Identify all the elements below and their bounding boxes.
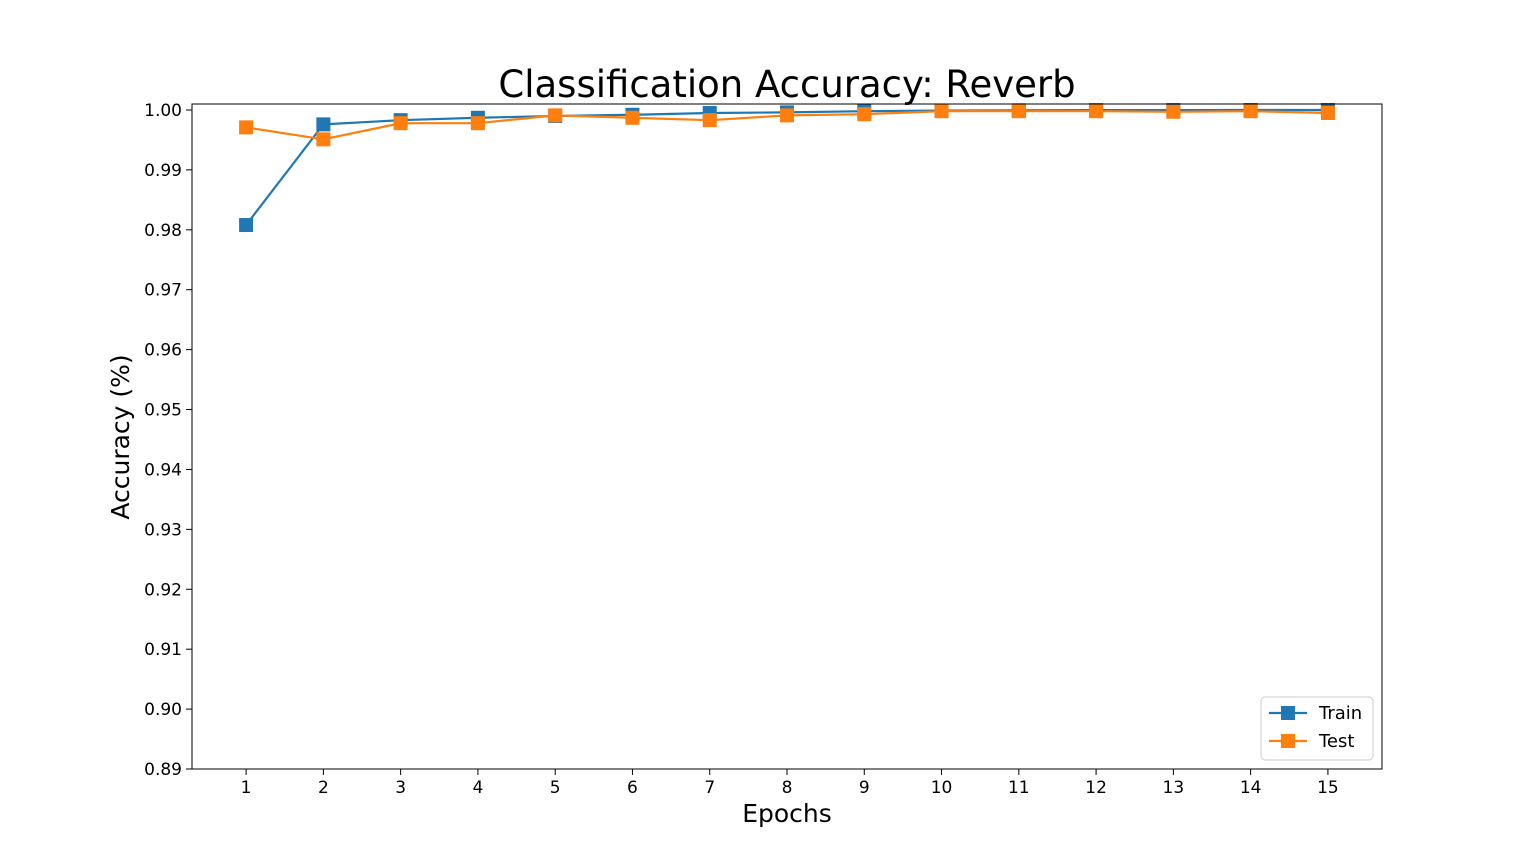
y-tick-label: 0.89 xyxy=(144,760,182,780)
legend: Train Test xyxy=(1260,696,1374,761)
x-axis: 1 2 3 4 5 6 7 8 9 10 11 12 13 14 15 xyxy=(241,769,1339,798)
x-tick-label: 12 xyxy=(1085,778,1107,798)
test-data-point xyxy=(934,104,949,119)
y-tick-label: 1.00 xyxy=(144,101,182,121)
test-legend-label: Test xyxy=(1318,731,1354,752)
x-tick-label: 2 xyxy=(318,778,329,798)
y-tick-label: 0.91 xyxy=(144,640,182,660)
x-tick-label: 3 xyxy=(395,778,406,798)
train-legend-marker xyxy=(1281,706,1295,720)
x-tick-label: 7 xyxy=(704,778,715,798)
test-data-point xyxy=(1011,104,1026,119)
x-tick-label: 10 xyxy=(931,778,953,798)
plot-area xyxy=(239,102,1335,233)
x-tick-label: 1 xyxy=(241,778,252,798)
x-tick-label: 9 xyxy=(859,778,870,798)
test-data-point xyxy=(470,116,485,131)
test-data-point xyxy=(702,113,717,128)
train-data-point xyxy=(316,117,331,132)
train-legend-label: Train xyxy=(1318,703,1362,724)
x-tick-label: 14 xyxy=(1240,778,1262,798)
y-tick-label: 0.93 xyxy=(144,520,182,540)
y-tick-label: 0.94 xyxy=(144,460,182,480)
test-data-point xyxy=(393,116,408,131)
y-tick-label: 0.92 xyxy=(144,580,182,600)
y-axis: 0.89 0.90 0.91 0.92 0.93 0.94 0.95 0.96 0.97 0.98… xyxy=(144,101,192,780)
test-data-point xyxy=(1166,104,1181,119)
test-data-point xyxy=(316,132,331,147)
y-tick-label: 0.95 xyxy=(144,401,182,421)
y-tick-label: 0.96 xyxy=(144,341,182,361)
x-axis-label: Epochs xyxy=(742,799,832,828)
test-data-point xyxy=(1320,105,1335,120)
test-data-point xyxy=(625,110,640,125)
y-axis-label: Accuracy (%) xyxy=(106,354,135,519)
test-data-point xyxy=(239,120,254,135)
x-tick-label: 6 xyxy=(627,778,638,798)
test-legend-marker xyxy=(1281,734,1295,748)
x-tick-label: 11 xyxy=(1008,778,1030,798)
y-tick-label: 0.90 xyxy=(144,700,182,720)
test-data-point xyxy=(1243,104,1258,119)
x-tick-label: 8 xyxy=(782,778,793,798)
x-tick-label: 15 xyxy=(1317,778,1339,798)
train-data-point xyxy=(239,218,254,233)
test-data-point xyxy=(780,108,794,123)
y-tick-label: 0.99 xyxy=(144,161,182,181)
x-tick-label: 4 xyxy=(472,778,483,798)
test-data-point xyxy=(857,107,872,122)
y-tick-label: 0.97 xyxy=(144,281,182,301)
y-tick-label: 0.98 xyxy=(144,221,182,241)
test-data-point xyxy=(548,108,563,123)
x-tick-label: 13 xyxy=(1163,778,1185,798)
test-data-point xyxy=(1089,104,1104,119)
x-tick-label: 5 xyxy=(550,778,561,798)
chart-title: Classification Accuracy: Reverb xyxy=(498,63,1075,106)
